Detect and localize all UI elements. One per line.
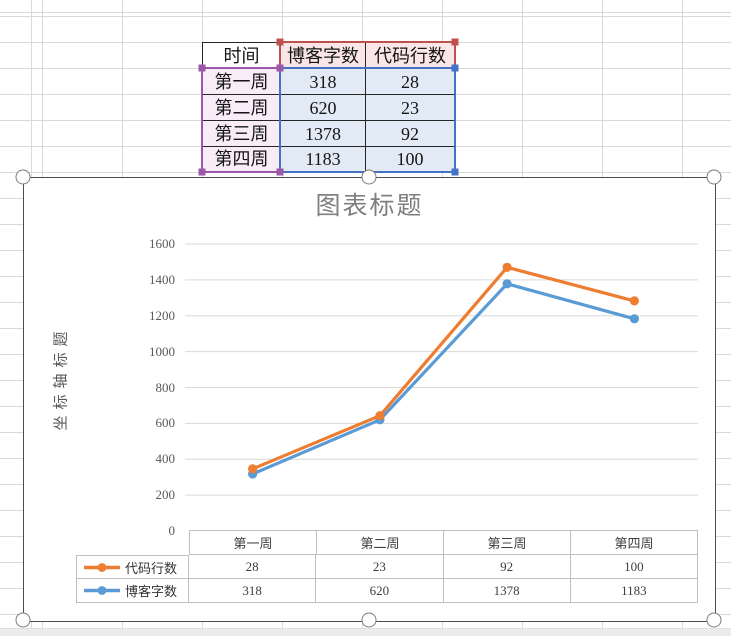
cell-week-1[interactable]: 第一周 <box>202 68 280 94</box>
chart-resize-handle-bottom-middle[interactable] <box>361 612 377 628</box>
series-row: 博客字数 318 620 1378 1183 <box>76 579 698 603</box>
series-value-cell: 100 <box>570 555 698 579</box>
y-tick-label: 200 <box>155 487 176 503</box>
cell-blog-4[interactable]: 1183 <box>280 146 365 172</box>
chart-resize-handle-top-right[interactable] <box>706 169 722 185</box>
cell-code-4[interactable]: 100 <box>365 146 455 172</box>
status-bar-strip <box>0 628 731 636</box>
y-tick-label: 1600 <box>149 236 175 251</box>
chart-resize-handle-top-middle[interactable] <box>361 169 377 185</box>
header-cell-time[interactable]: 时间 <box>202 42 280 68</box>
y-axis-title[interactable]: 坐标轴标题 <box>52 325 70 431</box>
cell-code-3[interactable]: 92 <box>365 120 455 146</box>
y-tick-label: 0 <box>168 523 176 538</box>
series-value-cell: 92 <box>443 555 571 579</box>
range-handle[interactable] <box>276 64 284 72</box>
category-label: 第三周 <box>444 530 571 555</box>
chart-resize-handle-bottom-right[interactable] <box>706 612 722 628</box>
category-row: 第一周 第二周 第三周 第四周 <box>189 530 698 555</box>
chart-title[interactable]: 图表标题 <box>315 192 424 220</box>
chart-resize-handle-bottom-left[interactable] <box>15 612 31 628</box>
header-cell-blog-words[interactable]: 博客字数 <box>280 42 365 68</box>
cell-blog-2[interactable]: 620 <box>280 94 365 120</box>
series-value-cell: 1183 <box>570 579 698 603</box>
range-handle[interactable] <box>451 64 459 72</box>
series-value-cell: 1378 <box>443 579 571 603</box>
legend-series-label: 代码行数 <box>125 560 178 576</box>
legend-series-label: 博客字数 <box>125 584 178 599</box>
y-tick-label: 600 <box>155 415 176 431</box>
y-tick-label: 400 <box>155 451 176 467</box>
series-value-cell: 28 <box>189 555 317 579</box>
range-handle[interactable] <box>276 38 284 46</box>
series-value-cell: 620 <box>316 579 444 603</box>
range-handle[interactable] <box>451 168 459 176</box>
range-handle[interactable] <box>451 38 459 46</box>
category-label: 第一周 <box>189 530 317 555</box>
chart-resize-handle-top-left[interactable] <box>15 169 31 185</box>
range-handle[interactable] <box>198 168 206 176</box>
y-tick-label: 1200 <box>149 307 175 323</box>
cell-code-2[interactable]: 23 <box>365 94 455 120</box>
cell-week-3[interactable]: 第三周 <box>202 120 280 146</box>
series-value-cell: 23 <box>316 555 444 579</box>
header-cell-code-lines[interactable]: 代码行数 <box>365 42 455 68</box>
cell-blog-3[interactable]: 1378 <box>280 120 365 146</box>
cell-week-4[interactable]: 第四周 <box>202 146 280 172</box>
legend-entry[interactable]: 博客字数 <box>76 579 189 603</box>
y-tick-label: 1400 <box>149 271 175 287</box>
legend-key-icon <box>84 586 120 595</box>
cell-week-2[interactable]: 第二周 <box>202 94 280 120</box>
category-label: 第二周 <box>317 530 444 555</box>
line-plot <box>185 243 698 496</box>
y-tick-label: 800 <box>155 379 176 395</box>
source-data-table: 时间 博客字数 代码行数 第一周 318 28 第二周 620 23 第三周 1… <box>202 42 455 172</box>
y-tick-label: 1000 <box>149 343 175 359</box>
category-label: 第四周 <box>571 530 698 555</box>
legend-key-icon <box>84 562 120 572</box>
range-handle[interactable] <box>198 64 206 72</box>
cell-code-1[interactable]: 28 <box>365 68 455 94</box>
series-row: 代码行数 28 23 92 100 <box>76 555 698 579</box>
cell-blog-1[interactable]: 318 <box>280 68 365 94</box>
chart-data-table: 第一周 第二周 第三周 第四周 代码行数 28 23 92 100 博客字数 318 620 1378 1… <box>76 530 698 603</box>
series-value-cell: 318 <box>189 579 317 603</box>
legend-entry[interactable]: 代码行数 <box>76 555 189 579</box>
range-handle[interactable] <box>276 168 284 176</box>
chart-object[interactable]: 图表标题 坐标轴标题 0 200 400 600 800 1000 1200 1400 1600… <box>23 177 716 622</box>
